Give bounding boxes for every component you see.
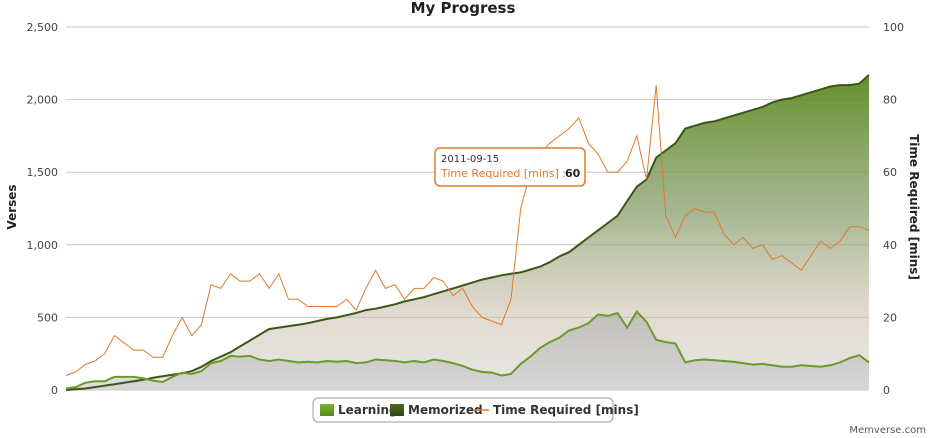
legend-item-time-required[interactable]: Time Required [mins] — [473, 403, 639, 417]
left-tick-label: 0 — [51, 384, 58, 397]
right-tick-label: 40 — [883, 239, 897, 252]
left-tick-label: 1,500 — [27, 166, 59, 179]
chart-legend[interactable]: Learning Memorized Time Required [mins] — [312, 397, 639, 423]
area-series-layer — [66, 74, 869, 391]
memorized-area — [66, 74, 869, 391]
right-axis-ticks: 0 20 40 60 80 100 — [883, 21, 904, 397]
line-series-layer — [65, 74, 870, 391]
legend-item-memorized[interactable]: Memorized — [390, 403, 483, 417]
right-tick-label: 20 — [883, 311, 897, 324]
tooltip-label: Time Required [mins] : — [440, 167, 566, 180]
tooltip-value: 60 — [565, 167, 581, 180]
left-tick-label: 1,000 — [27, 239, 59, 252]
legend-box — [312, 397, 614, 423]
left-tick-label: 2,000 — [27, 94, 59, 107]
tooltip-box — [434, 147, 586, 187]
left-axis-ticks: 0 500 1,000 1,500 2,000 2,500 — [27, 21, 59, 397]
right-tick-label: 100 — [883, 21, 904, 34]
right-tick-label: 60 — [883, 166, 897, 179]
time-required-line — [65, 85, 870, 376]
legend-label-time-required: Time Required [mins] — [493, 403, 639, 417]
credits-link[interactable]: Memverse.com — [849, 425, 926, 436]
right-tick-label: 0 — [883, 384, 890, 397]
memorized-line — [65, 74, 870, 391]
legend-label-memorized: Memorized — [408, 403, 483, 417]
left-tick-label: 2,500 — [27, 21, 59, 34]
left-tick-label: 500 — [37, 311, 58, 324]
legend-swatch-memorized — [390, 404, 404, 416]
learning-line — [65, 309, 870, 390]
right-tick-label: 80 — [883, 94, 897, 107]
legend-label-learning: Learning — [338, 403, 398, 417]
chart-title: My Progress — [411, 0, 516, 17]
learning-area — [66, 311, 869, 390]
legend-item-learning[interactable]: Learning — [320, 403, 398, 417]
left-axis-title: Verses — [5, 184, 19, 229]
legend-swatch-learning — [320, 404, 334, 416]
right-axis-title: Time Required [mins] — [907, 134, 921, 280]
tooltip-date: 2011-09-15 — [441, 154, 499, 165]
data-tooltip: 2011-09-15 Time Required [mins] : 60 — [434, 147, 586, 187]
